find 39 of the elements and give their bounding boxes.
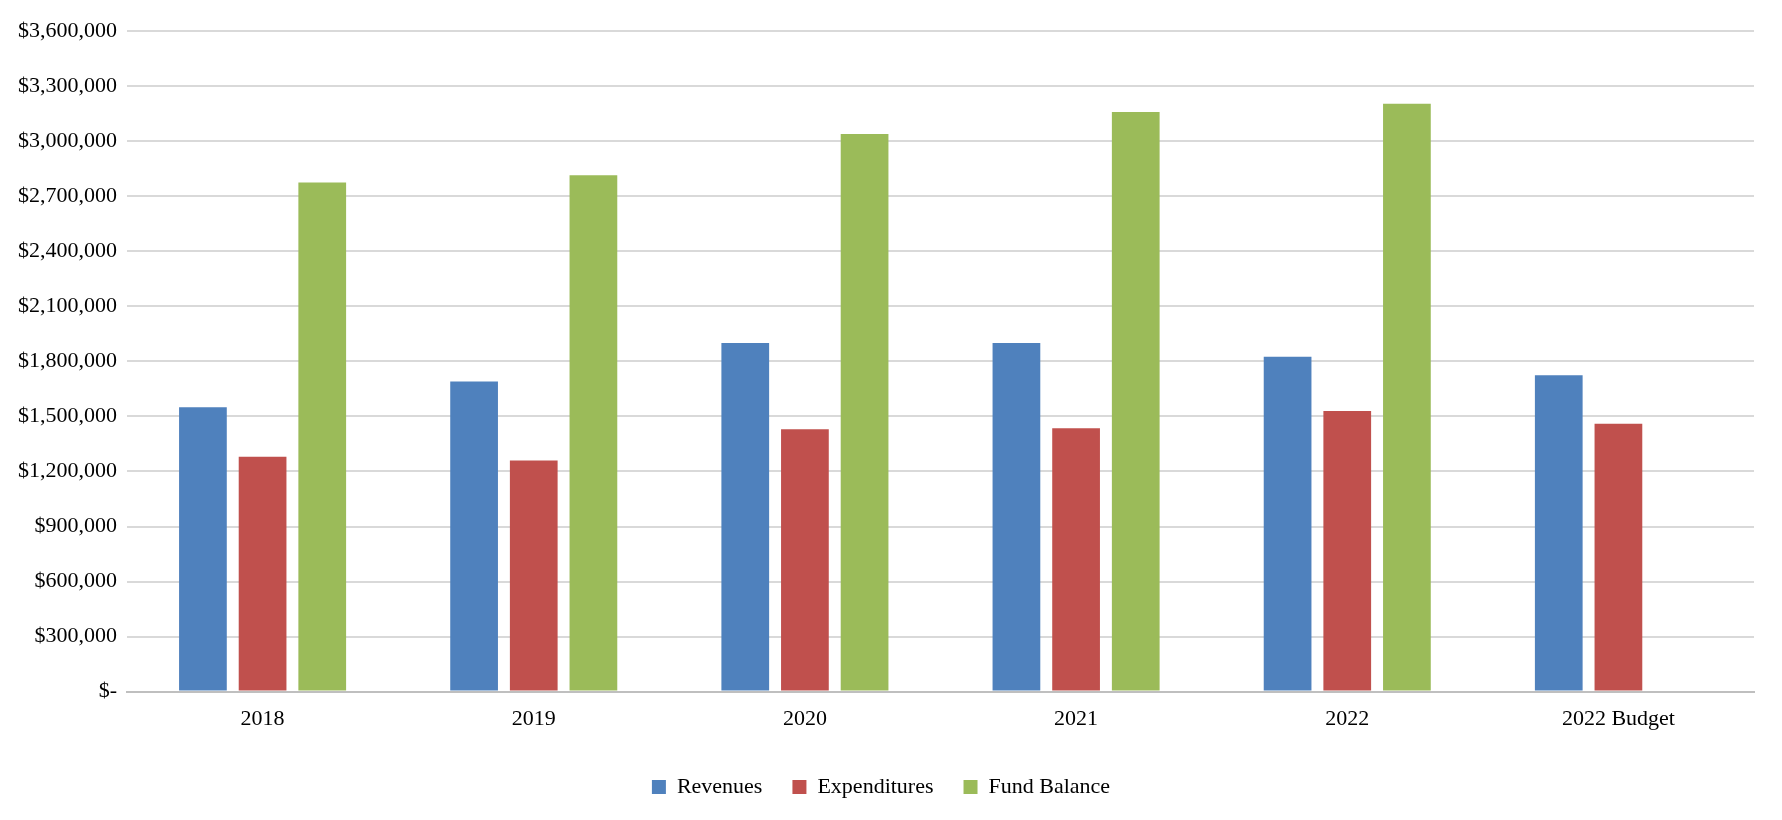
y-tick-label: $1,200,000 (18, 457, 117, 483)
bar (840, 133, 889, 691)
bar (509, 460, 558, 691)
bar (721, 343, 770, 691)
y-tick-label: $900,000 (34, 512, 117, 538)
bar (1052, 428, 1100, 691)
y-tick-label: $1,500,000 (18, 402, 117, 428)
bar (569, 175, 618, 691)
legend-label: Fund Balance (988, 772, 1111, 798)
x-tick-label: 2022 Budget (1561, 704, 1675, 730)
y-tick-label: $300,000 (34, 622, 117, 648)
bar (1263, 356, 1312, 691)
x-tick-label: 2022 (1325, 704, 1370, 730)
bar (298, 182, 347, 691)
x-tick-label: 2018 (240, 704, 285, 730)
bar (1594, 423, 1643, 691)
y-tick-label: $3,000,000 (18, 127, 117, 153)
bar (781, 429, 829, 691)
y-tick-label: $2,100,000 (18, 292, 117, 318)
y-tick-label: $2,400,000 (18, 237, 117, 263)
x-tick-label: 2019 (511, 704, 556, 730)
bar (179, 407, 227, 691)
legend-label: Expenditures (817, 772, 934, 798)
bar (1111, 111, 1160, 691)
y-tick-label: $- (98, 677, 117, 703)
x-tick-label: 2021 (1054, 704, 1099, 730)
y-tick-label: $3,300,000 (18, 72, 117, 98)
bar (450, 381, 498, 691)
bar (992, 343, 1041, 691)
y-tick-label: $600,000 (34, 567, 117, 593)
y-tick-label: $3,600,000 (18, 16, 117, 42)
bar (1383, 103, 1431, 691)
bar (238, 456, 287, 691)
y-tick-label: $2,700,000 (18, 182, 117, 208)
x-tick-label: 2020 (782, 704, 827, 730)
bar (1323, 410, 1372, 691)
legend-label: Revenues (676, 772, 763, 798)
y-tick-label: $1,800,000 (18, 347, 117, 373)
bar (1534, 375, 1583, 691)
